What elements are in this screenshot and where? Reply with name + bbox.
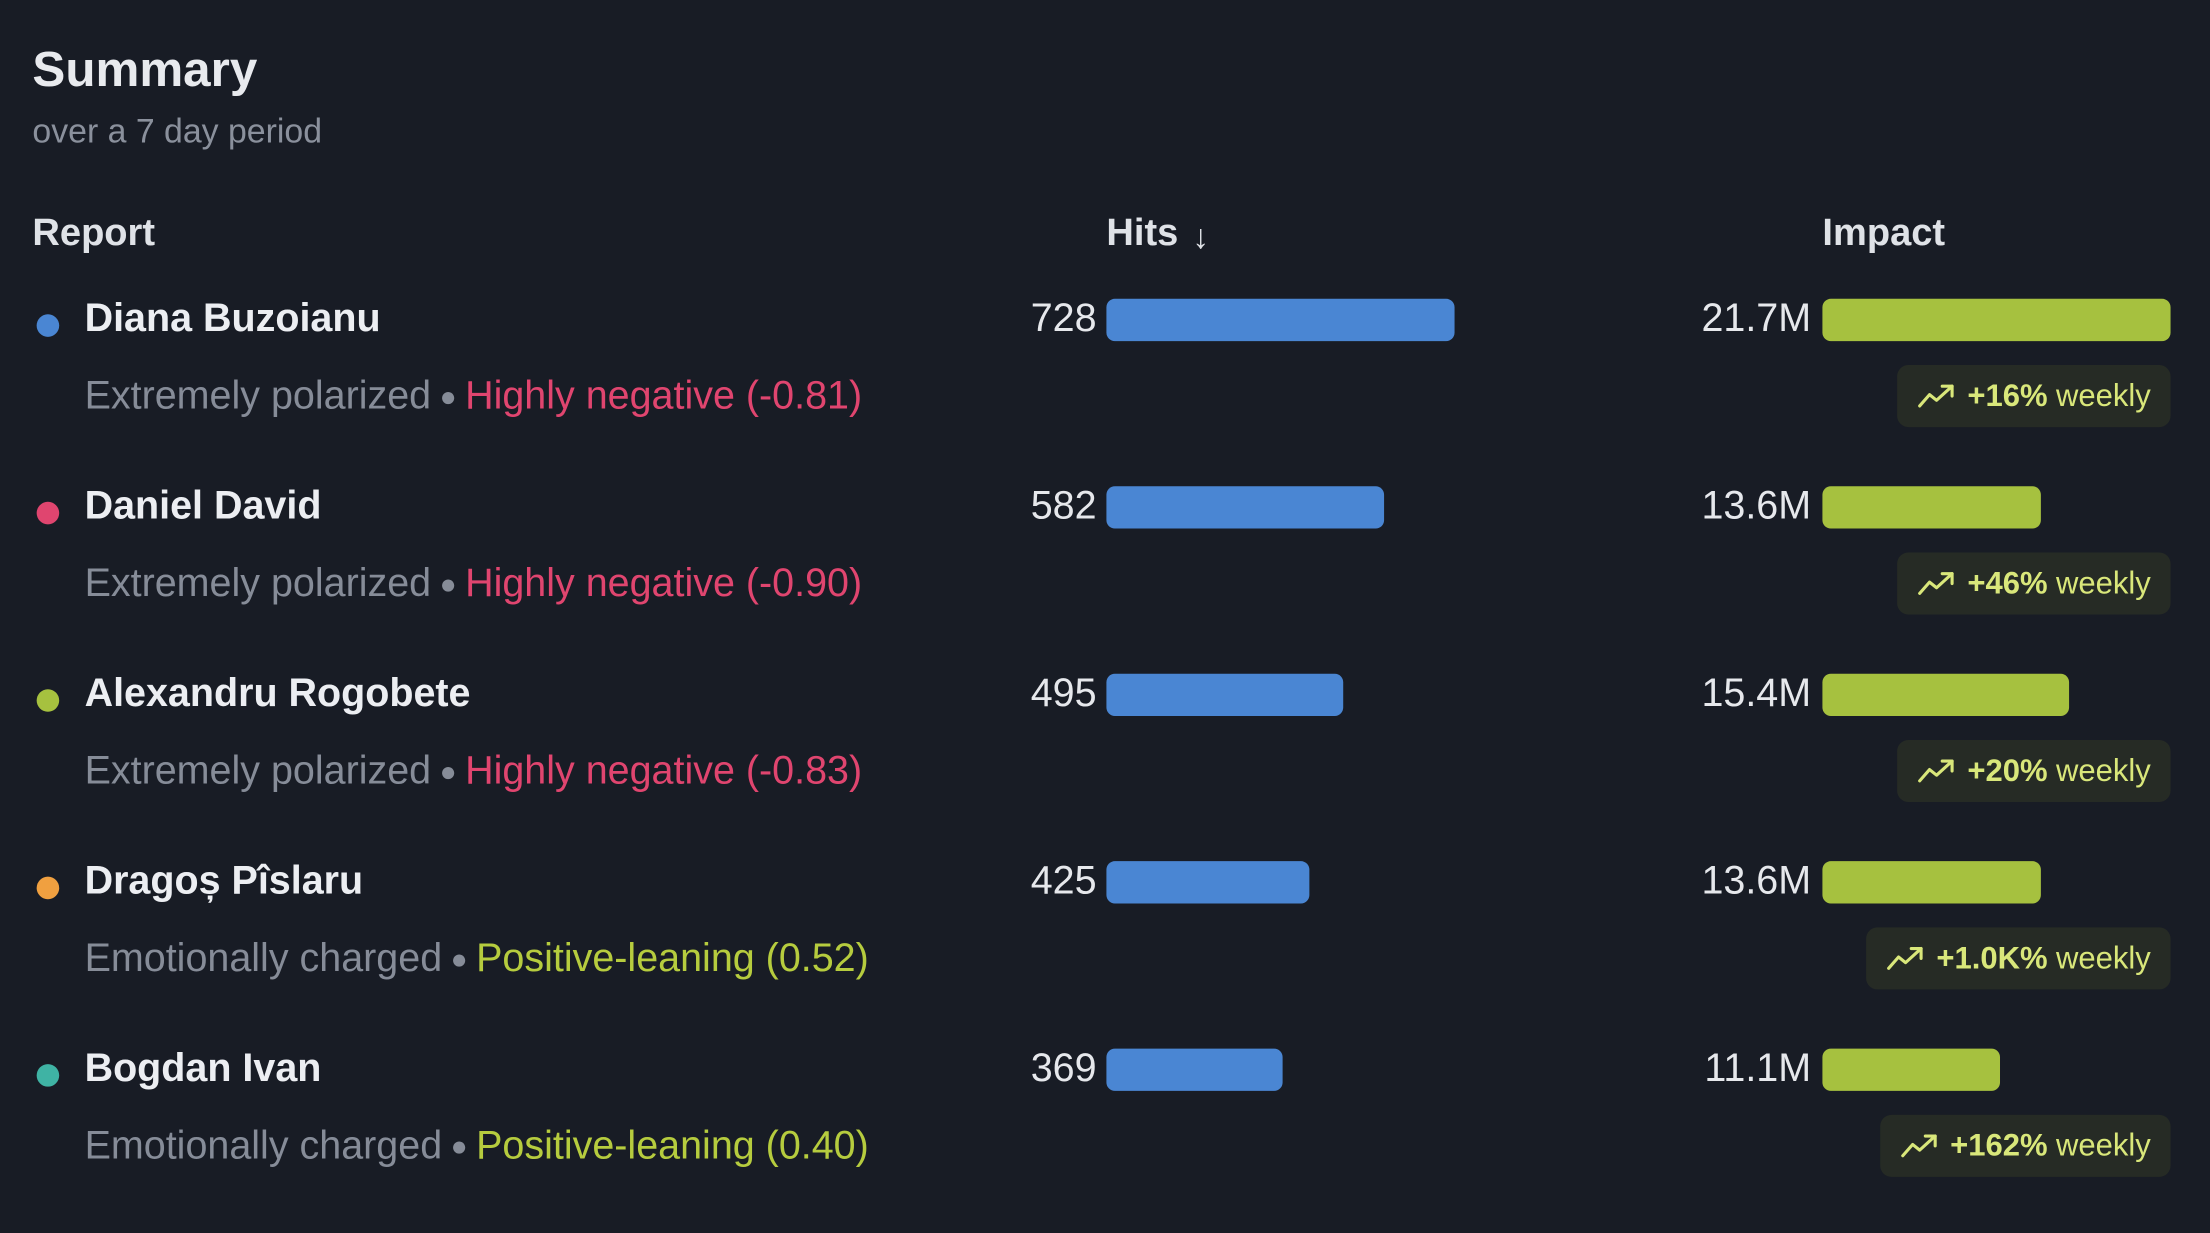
polarization-label: Emotionally charged (84, 935, 443, 980)
hits-value: 728 (1030, 295, 1097, 340)
status-dot-icon (36, 501, 60, 525)
hits-value: 369 (1030, 1045, 1097, 1090)
trend-period: weekly (2056, 752, 2151, 788)
impact-bar (1822, 673, 2070, 717)
status-dot-icon (36, 876, 60, 900)
hits-bar (1106, 673, 1344, 717)
hits-bar (1106, 861, 1310, 904)
report-description: Extremely polarized ● Highly negative (-0.… (85, 371, 863, 426)
trend-period: weekly (2056, 940, 2151, 976)
report-row[interactable]: Dragoș Pîslaru Emotionally charged ● Posit… (0, 858, 2210, 1045)
report-name[interactable]: Alexandru Rogobete (84, 670, 471, 715)
separator-dot-icon: ● (450, 1131, 468, 1163)
sentiment-label: Positive-leaning (0.52) (476, 935, 869, 980)
status-dot-icon (36, 689, 60, 712)
separator-dot-icon: ● (439, 569, 457, 601)
hits-bar (1106, 486, 1385, 529)
trend-period: weekly (2056, 377, 2151, 413)
report-name[interactable]: Daniel David (84, 483, 322, 528)
sentiment-label: Positive-leaning (0.40) (476, 1123, 869, 1168)
sentiment-label: Highly negative (-0.81) (465, 373, 863, 418)
report-row[interactable]: Bogdan Ivan Emotionally charged ● Positive… (0, 1046, 2210, 1233)
impact-bar (1822, 1048, 2001, 1091)
hits-bar (1106, 1048, 1283, 1091)
impact-value: 21.7M (1701, 295, 1812, 340)
column-header-report[interactable]: Report (32, 209, 155, 257)
separator-dot-icon: ● (439, 381, 457, 413)
weekly-trend-badge: +46% weekly (1896, 552, 2171, 615)
hits-value: 425 (1030, 858, 1097, 903)
hits-bar (1106, 298, 1455, 342)
impact-value: 13.6M (1701, 858, 1812, 903)
impact-value: 11.1M (1704, 1045, 1812, 1090)
trend-period: weekly (2056, 1127, 2151, 1163)
report-name[interactable]: Bogdan Ivan (84, 1045, 322, 1090)
weekly-trend-badge: +16% weekly (1896, 365, 2171, 428)
weekly-trend-badge: +162% weekly (1879, 1114, 2171, 1177)
sentiment-label: Highly negative (-0.90) (465, 560, 863, 605)
impact-value: 15.4M (1701, 670, 1812, 715)
column-header-hits-label: Hits (1106, 211, 1179, 254)
report-description: Emotionally charged ● Positive-leaning (0.… (85, 933, 869, 988)
column-header-report-label: Report (32, 211, 156, 254)
report-row[interactable]: Daniel David Extremely polarized ● Highly … (0, 483, 2210, 670)
trend-percent: +1.0K% (1936, 940, 2048, 976)
column-header-hits[interactable]: Hits ↓ (1106, 209, 1209, 260)
page-title: Summary (32, 42, 258, 98)
page-subtitle: over a 7 day period (32, 112, 323, 151)
column-header-impact[interactable]: Impact (1822, 209, 1945, 257)
trend-period: weekly (2056, 565, 2151, 601)
trend-percent: +46% (1967, 565, 2048, 601)
report-row[interactable]: Diana Buzoianu Extremely polarized ● Highl… (0, 296, 2210, 483)
separator-dot-icon: ● (439, 756, 457, 788)
sentiment-label: Highly negative (-0.83) (465, 748, 863, 793)
hits-value: 495 (1030, 670, 1097, 715)
trend-percent: +20% (1967, 752, 2048, 788)
column-header-impact-label: Impact (1822, 211, 1946, 254)
separator-dot-icon: ● (450, 944, 468, 976)
report-name[interactable]: Diana Buzoianu (84, 295, 381, 340)
polarization-label: Emotionally charged (84, 1123, 443, 1168)
report-row[interactable]: Alexandru Rogobete Extremely polarized ● H… (0, 671, 2210, 858)
weekly-trend-badge: +20% weekly (1896, 739, 2171, 802)
hits-value: 582 (1030, 483, 1097, 528)
polarization-label: Extremely polarized (84, 560, 432, 605)
trending-up-icon (1886, 947, 1923, 970)
report-name[interactable]: Dragoș Pîslaru (84, 858, 364, 903)
report-description: Extremely polarized ● Highly negative (-0.… (85, 558, 863, 613)
trending-up-icon (1917, 759, 1954, 783)
trend-percent: +16% (1967, 377, 2048, 413)
sort-descending-icon[interactable]: ↓ (1192, 218, 1210, 257)
impact-bar (1822, 861, 2041, 904)
trending-up-icon (1917, 572, 1954, 595)
trending-up-icon (1900, 1134, 1937, 1158)
report-description: Emotionally charged ● Positive-leaning (0.… (85, 1121, 869, 1176)
polarization-label: Extremely polarized (84, 748, 432, 793)
trend-percent: +162% (1950, 1127, 2048, 1163)
impact-bar (1822, 298, 2171, 342)
weekly-trend-badge: +1.0K% weekly (1865, 927, 2171, 990)
trending-up-icon (1917, 384, 1954, 408)
status-dot-icon (36, 1064, 60, 1087)
status-dot-icon (36, 314, 60, 337)
report-description: Extremely polarized ● Highly negative (-0.… (85, 746, 863, 801)
polarization-label: Extremely polarized (84, 373, 432, 418)
impact-value: 13.6M (1701, 483, 1812, 528)
impact-bar (1822, 486, 2041, 529)
